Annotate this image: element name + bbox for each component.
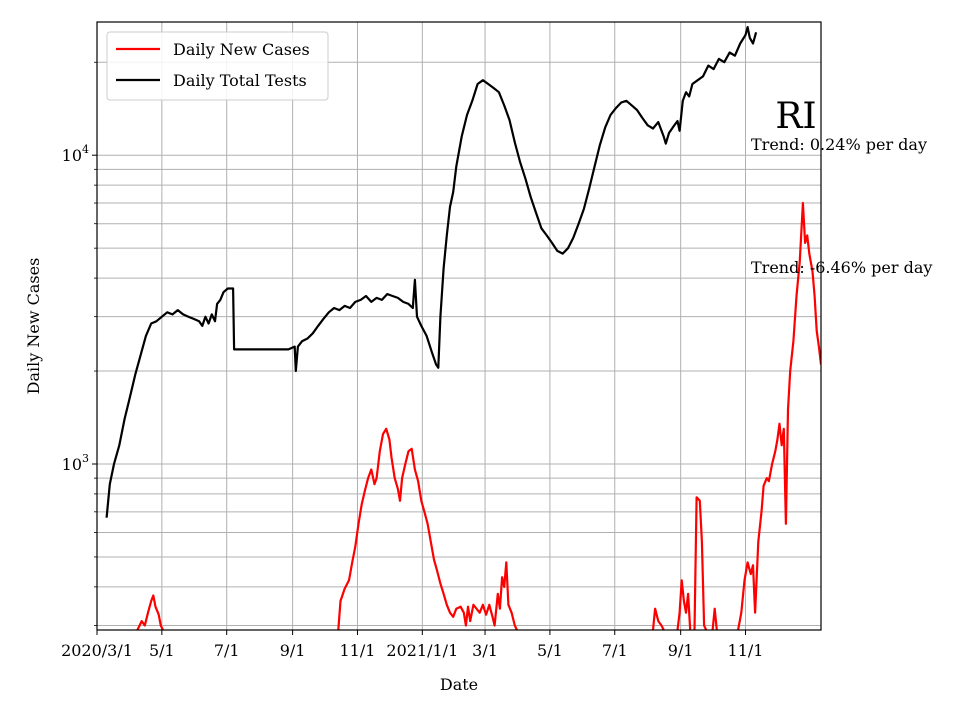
legend: Daily New Cases Daily Total Tests <box>106 31 329 101</box>
x-tick-label: 11/1 <box>340 641 376 660</box>
x-tick-label: 2020/3/1 <box>61 641 133 660</box>
x-tick-label: 9/1 <box>668 641 694 660</box>
x-tick-label: 5/1 <box>149 641 175 660</box>
series-line-daily-new-cases <box>136 201 821 630</box>
y-tick-label: 104 <box>62 143 89 165</box>
plot-frame <box>96 21 822 631</box>
x-tick-label: 7/1 <box>602 641 628 660</box>
x-tick-label: 2021/1/1 <box>386 641 458 660</box>
series-layer <box>105 26 821 630</box>
x-axis-label: Date <box>440 675 478 694</box>
legend-label-cases: Daily New Cases <box>173 40 310 59</box>
x-tick-label: 3/1 <box>472 641 498 660</box>
y-tick-label: 103 <box>62 452 89 474</box>
trend-annotation-cases: Trend: -6.46% per day <box>751 258 932 277</box>
x-tick-label: 9/1 <box>280 641 306 660</box>
series-line-daily-total-tests <box>105 26 758 518</box>
x-tick-label: 11/1 <box>728 641 764 660</box>
legend-label-tests: Daily Total Tests <box>173 71 307 90</box>
state-label: RI <box>775 96 816 137</box>
legend-box <box>106 31 329 101</box>
grid <box>96 22 821 630</box>
ticks: 2020/3/1 5/1 7/1 9/1 11/1 2021/1/1 3/1 5/1 7/1 9/… <box>61 61 764 660</box>
trend-annotation-tests: Trend: 0.24% per day <box>751 135 927 154</box>
x-tick-label: 7/1 <box>214 641 240 660</box>
x-tick-label: 5/1 <box>537 641 563 660</box>
y-axis-label: Daily New Cases <box>24 258 43 395</box>
